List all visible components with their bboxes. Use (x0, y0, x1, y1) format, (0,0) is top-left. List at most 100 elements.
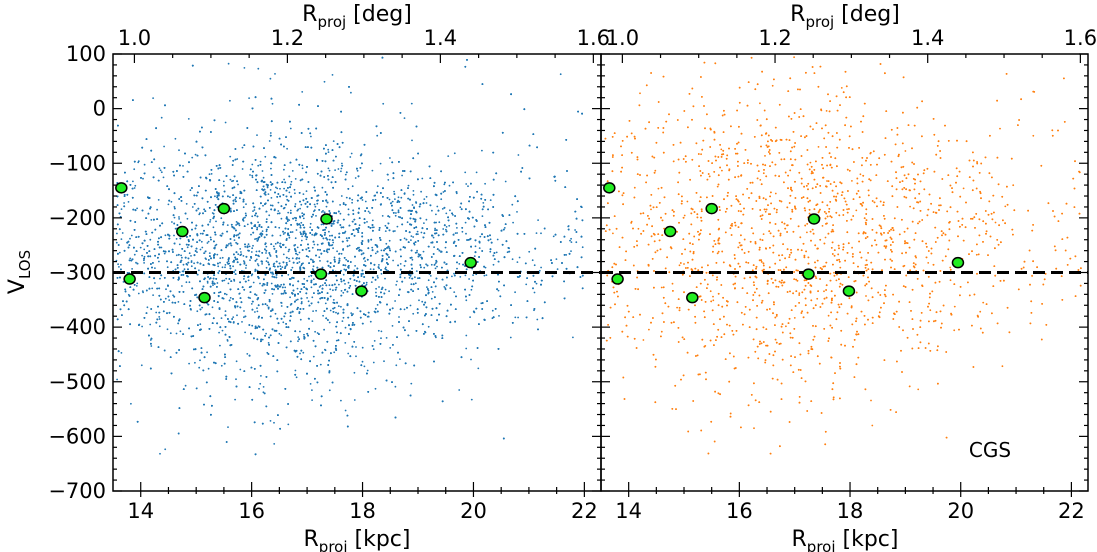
star-point (139, 246, 142, 249)
star-point (251, 215, 254, 218)
star-point (255, 258, 258, 261)
star-point (421, 300, 424, 303)
star-point (327, 151, 330, 154)
star-point (206, 242, 209, 244)
star-point (227, 282, 230, 285)
star-point (296, 246, 299, 249)
star-point (517, 154, 520, 156)
star-point (239, 197, 241, 200)
star-point (291, 257, 294, 260)
star-point (273, 421, 275, 424)
star-point (306, 297, 308, 299)
star-point (425, 263, 427, 266)
star-point (339, 212, 342, 215)
star-point (280, 305, 283, 307)
star-point (355, 346, 357, 348)
star-point (188, 281, 191, 284)
star-point (274, 312, 277, 315)
star-point (288, 260, 291, 262)
star-point (467, 185, 469, 188)
star-point (227, 260, 230, 263)
star-point (475, 171, 478, 174)
star-point (272, 245, 275, 248)
star-point (391, 200, 394, 203)
star-point (244, 216, 246, 219)
star-point (184, 384, 187, 387)
star-point (540, 232, 542, 235)
star-point (394, 214, 397, 217)
star-point (321, 284, 324, 286)
star-point (154, 267, 156, 269)
star-point (245, 267, 247, 269)
star-point (250, 233, 252, 236)
star-point (426, 286, 428, 288)
star-point (301, 91, 304, 93)
star-point (237, 233, 240, 236)
star-point (120, 238, 123, 241)
star-point (311, 259, 314, 261)
star-point (289, 127, 292, 130)
star-point (257, 238, 260, 241)
star-point (143, 259, 145, 262)
star-point (174, 227, 177, 230)
star-point (254, 270, 257, 273)
star-point (314, 330, 316, 333)
star-point (158, 167, 161, 170)
star-point (146, 306, 149, 309)
star-point (384, 230, 387, 233)
star-point (322, 210, 324, 212)
star-point (384, 266, 387, 269)
star-point (313, 243, 316, 246)
star-point (431, 291, 434, 293)
star-point (300, 221, 303, 224)
star-point (371, 246, 374, 249)
star-point (239, 248, 242, 250)
star-point (434, 267, 437, 270)
star-point (345, 237, 348, 240)
star-point (289, 209, 292, 212)
star-point (143, 262, 146, 264)
star-point (506, 251, 509, 254)
star-point (473, 255, 476, 257)
star-point (273, 262, 276, 265)
star-point (299, 330, 301, 333)
star-point (226, 224, 229, 227)
star-point (224, 310, 227, 312)
star-point (503, 227, 506, 229)
star-point (242, 217, 245, 220)
star-point (295, 299, 298, 301)
star-point (570, 237, 572, 240)
star-point (137, 292, 140, 295)
star-point (372, 226, 375, 229)
star-point (265, 252, 267, 254)
star-point (410, 283, 413, 286)
star-point (252, 281, 255, 284)
star-point (220, 317, 223, 319)
star-point (129, 257, 132, 260)
star-point (294, 192, 296, 195)
star-point (257, 67, 260, 70)
star-point (309, 226, 312, 229)
star-point (257, 164, 260, 167)
star-point (250, 303, 253, 305)
star-point (389, 157, 391, 159)
star-point (481, 149, 483, 152)
star-point (316, 202, 319, 205)
star-point (397, 199, 399, 202)
star-point (137, 161, 140, 164)
star-point (190, 255, 192, 257)
star-point (179, 330, 182, 333)
star-point (294, 237, 297, 240)
star-point (182, 165, 184, 167)
star-point (265, 260, 268, 263)
star-point (278, 332, 281, 335)
star-point (528, 250, 531, 253)
star-point (310, 286, 313, 289)
star-point (407, 184, 410, 187)
star-point (278, 226, 281, 229)
star-point (269, 77, 272, 80)
star-point (174, 137, 177, 140)
star-point (249, 174, 251, 176)
star-point (456, 227, 458, 229)
star-point (180, 254, 183, 257)
